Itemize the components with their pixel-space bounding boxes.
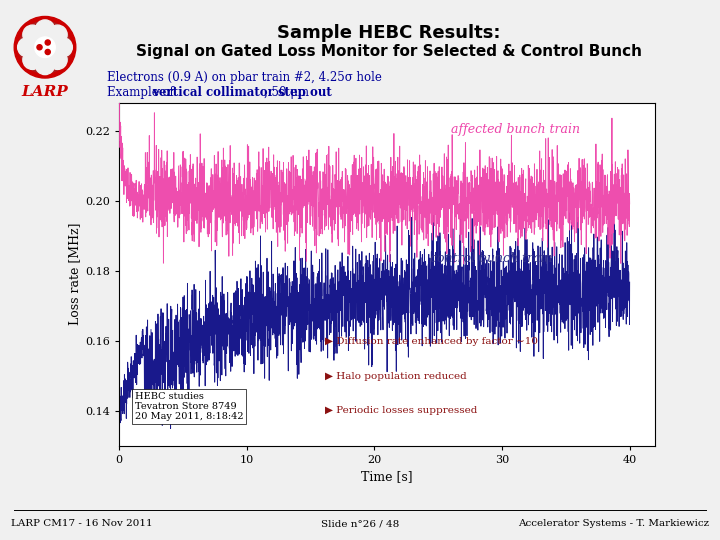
Circle shape (35, 37, 55, 57)
Text: Electrons (0.9 A) on pbar train #2, 4.25σ hole: Electrons (0.9 A) on pbar train #2, 4.25… (107, 71, 382, 84)
Text: , 50 μm: , 50 μm (264, 86, 308, 99)
Text: LARP CM17 - 16 Nov 2011: LARP CM17 - 16 Nov 2011 (11, 519, 153, 528)
Circle shape (48, 25, 67, 44)
Text: Example of: Example of (107, 86, 177, 99)
Text: ▶ Diffusion rate enhanced by factor ~10: ▶ Diffusion rate enhanced by factor ~10 (325, 338, 539, 346)
Y-axis label: Loss rate [MHz]: Loss rate [MHz] (68, 223, 81, 325)
Circle shape (35, 56, 55, 75)
Text: vertical collimator step out: vertical collimator step out (152, 86, 332, 99)
Text: ▶ Halo population reduced: ▶ Halo population reduced (325, 372, 467, 381)
Text: Slide n°26 / 48: Slide n°26 / 48 (321, 519, 399, 528)
Circle shape (48, 50, 67, 70)
Circle shape (23, 50, 42, 70)
Circle shape (37, 45, 42, 50)
Text: Sample HEBC Results:: Sample HEBC Results: (277, 24, 500, 42)
Circle shape (23, 25, 42, 44)
Circle shape (35, 20, 55, 39)
Circle shape (14, 16, 76, 78)
Circle shape (53, 38, 73, 57)
Text: Accelerator Systems - T. Markiewicz: Accelerator Systems - T. Markiewicz (518, 519, 709, 528)
Circle shape (45, 50, 50, 55)
Circle shape (45, 40, 50, 45)
Circle shape (17, 38, 37, 57)
Text: control bunch train: control bunch train (430, 252, 552, 265)
Text: ▶ Periodic losses suppressed: ▶ Periodic losses suppressed (325, 406, 477, 415)
X-axis label: Time [s]: Time [s] (361, 470, 413, 483)
Text: HEBC studies
Tevatron Store 8749
20 May 2011, 8:18:42: HEBC studies Tevatron Store 8749 20 May … (135, 392, 243, 422)
Text: affected bunch train: affected bunch train (451, 124, 580, 137)
Text: Signal on Gated Loss Monitor for Selected & Control Bunch: Signal on Gated Loss Monitor for Selecte… (136, 44, 642, 59)
Text: LARP: LARP (22, 85, 68, 99)
Circle shape (24, 26, 66, 68)
